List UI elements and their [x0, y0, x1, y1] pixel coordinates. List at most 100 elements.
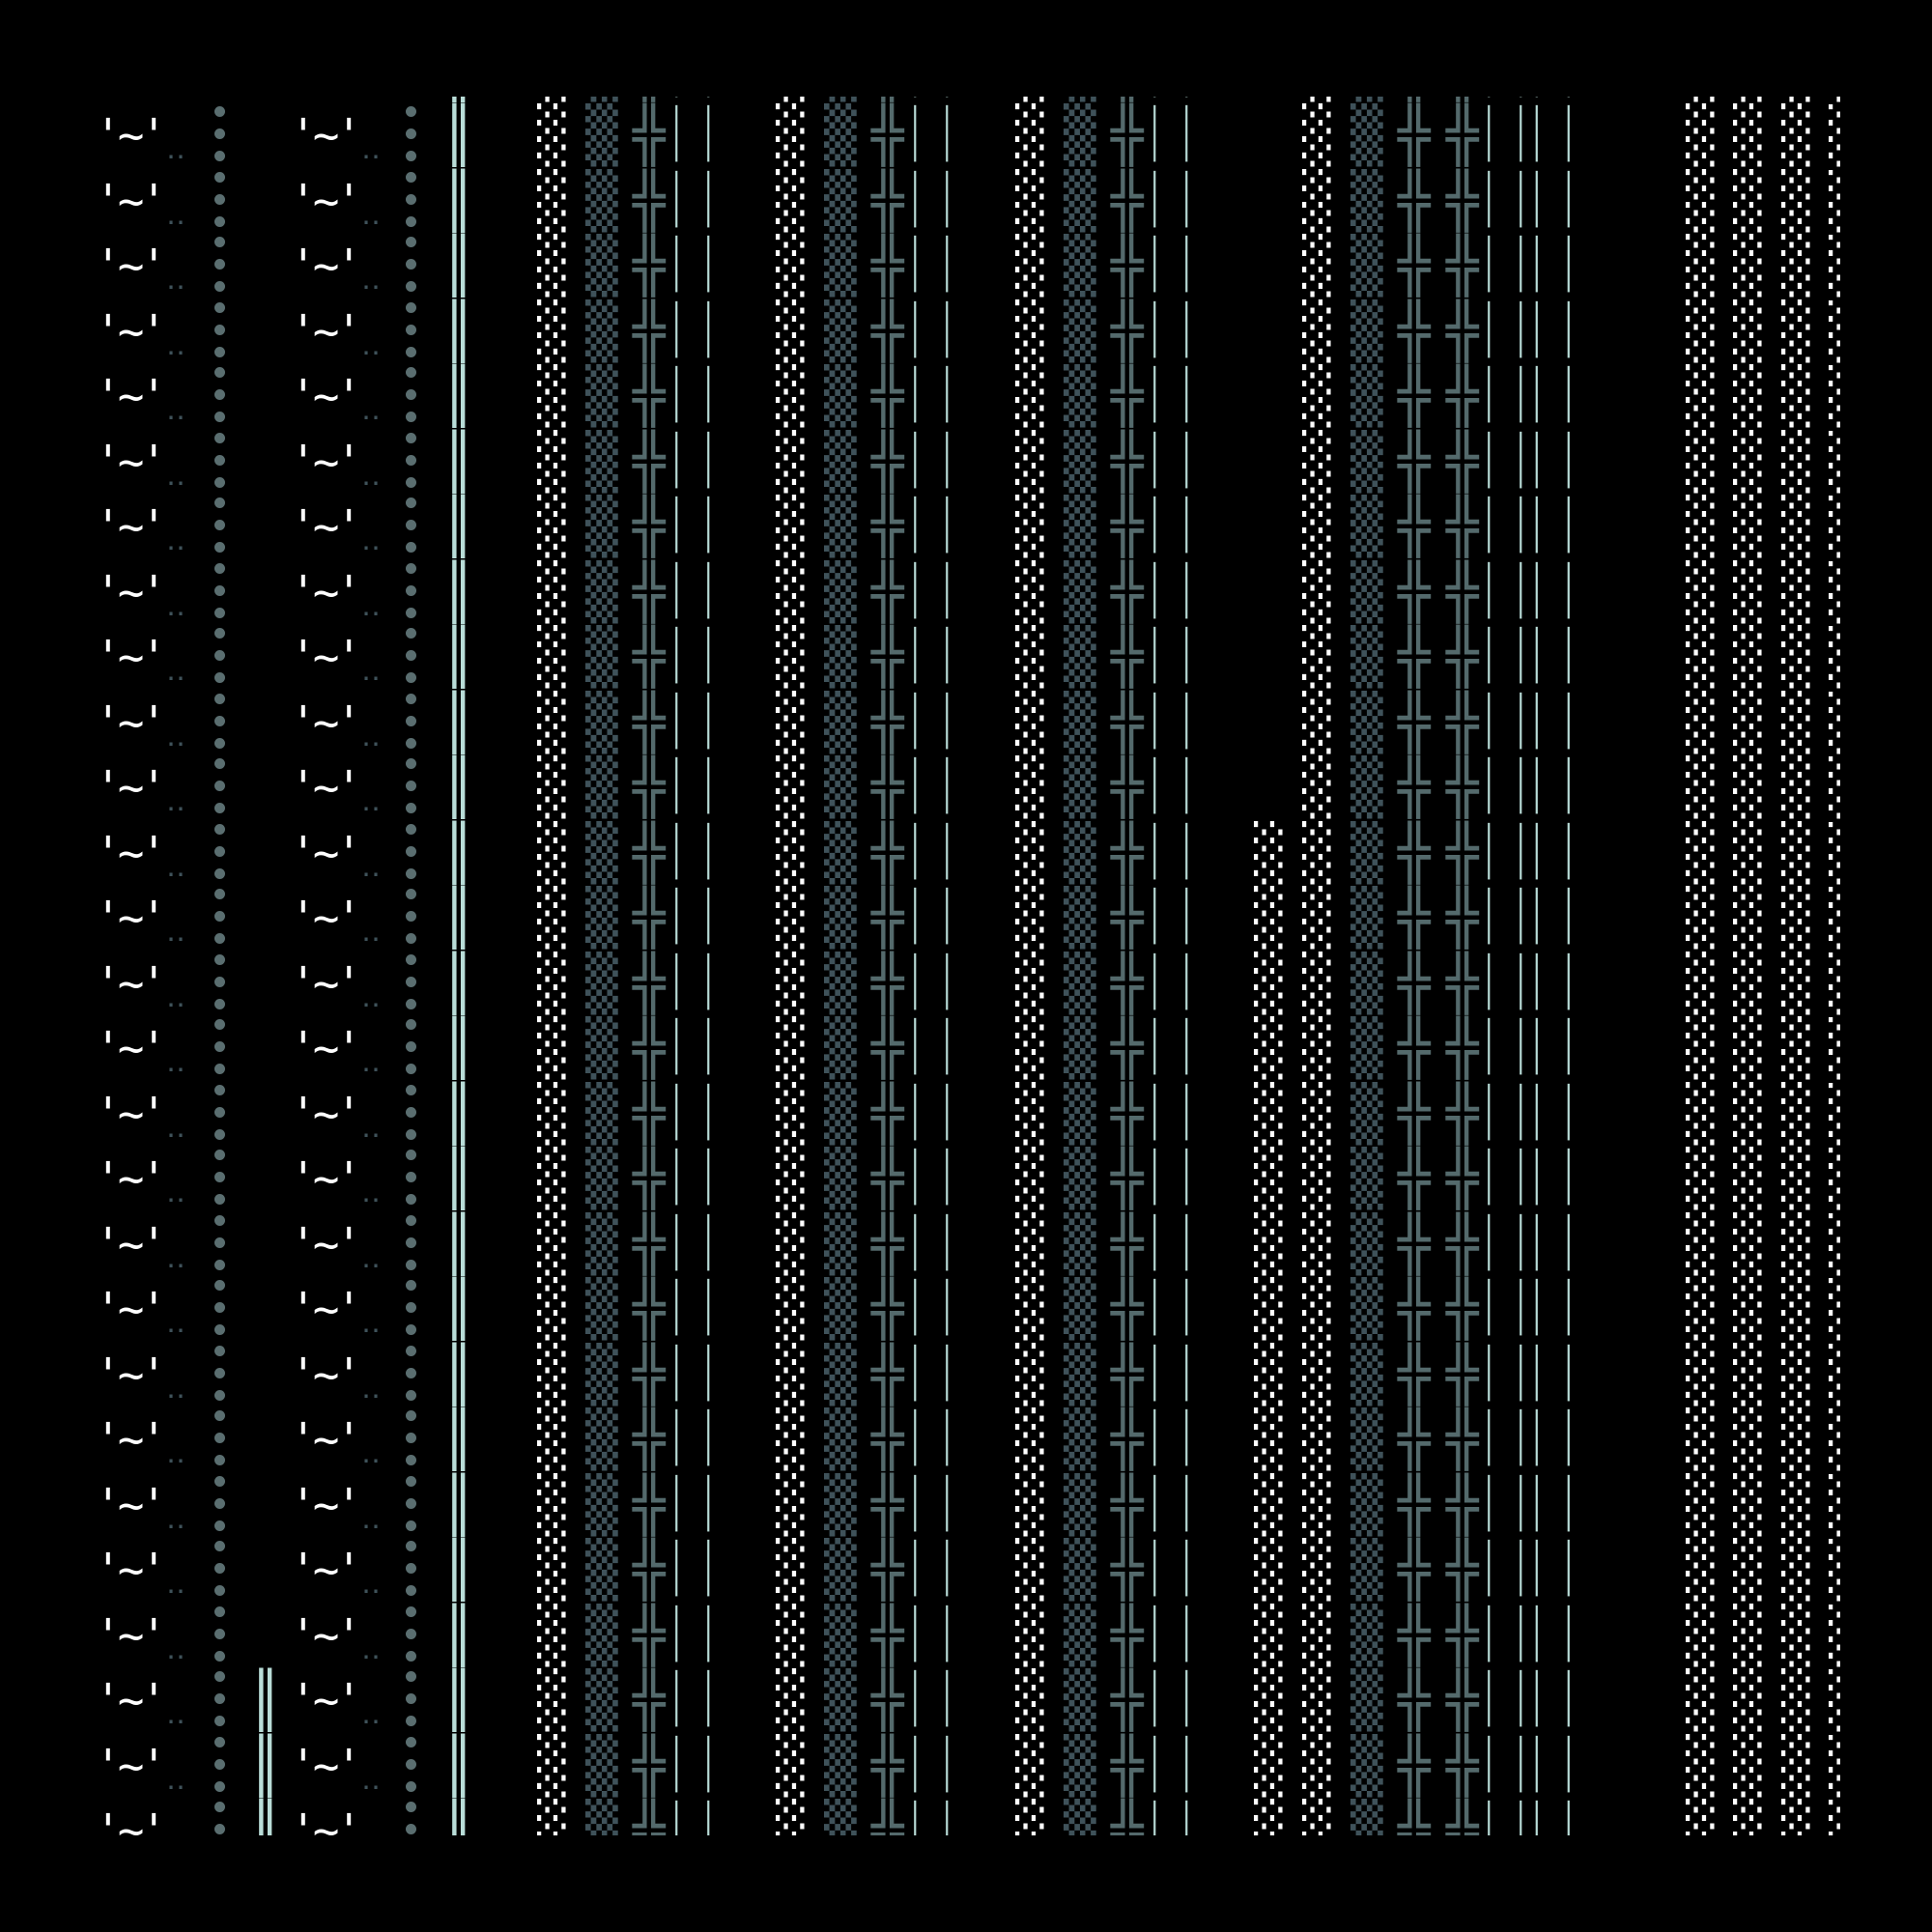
double-cross-glyph: ╬: [633, 691, 666, 754]
light-shade-glyph: ░: [1302, 1669, 1335, 1732]
double-cross-glyph: ╬: [1111, 1017, 1144, 1080]
dot-mark: [406, 1128, 416, 1140]
light-shade-glyph: ░: [1015, 821, 1048, 885]
bar-group-glyph: │ │: [668, 1216, 717, 1271]
light-shade-glyph: ░: [1686, 1082, 1719, 1146]
light-shade-glyph: ░: [1686, 756, 1719, 819]
light-shade-glyph: ░: [1686, 97, 1719, 103]
glyph-row: '~'‥'~'‥║░▒╬│ │░▒╬│ │░▒╬│ │░▒╬╬│ ││ │░░░…: [0, 170, 1932, 235]
light-shade-glyph: ░: [1829, 1017, 1840, 1081]
bar-group-glyph: │ │: [1147, 1086, 1195, 1141]
medium-shade-glyph: ▒: [1350, 104, 1383, 167]
medium-shade-glyph: ▒: [824, 952, 857, 1015]
medium-shade-glyph: ▒: [1350, 496, 1383, 558]
light-shade-glyph: ░: [1829, 1083, 1840, 1147]
dot-mark: [214, 1693, 225, 1704]
light-shade-glyph: ░: [1686, 1148, 1719, 1210]
face-glyph: '~': [290, 240, 362, 292]
triple-dot-glyph: [214, 887, 226, 951]
dot-mark: [406, 412, 416, 422]
dot-mark: [406, 1345, 416, 1356]
dot-mark: [406, 758, 416, 769]
light-shade-glyph: ░: [1686, 365, 1719, 428]
light-shade-glyph: ░: [1686, 1800, 1719, 1835]
dot-mark: [406, 672, 416, 683]
medium-shade-glyph: ▒: [585, 1604, 618, 1667]
medium-shade-glyph: ▒: [1064, 430, 1096, 494]
dot-mark: [214, 1410, 225, 1421]
double-cross-glyph: ╬: [1446, 104, 1479, 167]
glyph-row: '~' ‥ '~' ‥ ║ ░ ▒ ╬ │ │ ░ ▒ ╬ │ │ ░ ▒ ╬ │ │ ░ ░ ▒ ╬ ╬ │ ││ │ ░ ░…: [0, 1083, 1932, 1148]
light-shade-glyph: ░: [1302, 299, 1335, 363]
double-cross-glyph: ╬: [1398, 1148, 1431, 1210]
dot-mark: [406, 128, 416, 139]
dot-mark: [406, 628, 416, 639]
bar-group-glyph: │ │: [1147, 1151, 1195, 1206]
dot-mark: [406, 1802, 416, 1812]
double-bar-glyph: ║: [249, 1734, 282, 1798]
light-shade-glyph: ░: [1781, 169, 1814, 233]
glyph-row: '~' ‥ '~' ‥ ║ ░ ▒ ╬ │ │ ░ ▒ ╬ │ │ ░ ▒ ╬ │ │ ░ ░ ▒ ╬ ╬ │ ││ │ ░ ░…: [0, 1408, 1932, 1473]
dot-mark: [214, 454, 225, 466]
light-shade-glyph: ░: [537, 235, 570, 298]
pair-dots-glyph: ‥: [361, 654, 382, 688]
double-cross-glyph: ╬: [633, 169, 666, 233]
glyph-row: '~'‥'~'‥║░▒╬│ │░▒╬│ │░▒╬│ │░▒╬╬│ ││ │░░░…: [0, 756, 1932, 821]
double-cross-glyph: ╬: [871, 1082, 904, 1146]
light-shade-glyph: ░: [537, 496, 570, 558]
medium-shade-glyph: ▒: [824, 430, 857, 494]
light-shade-glyph: ░: [1015, 626, 1048, 689]
medium-shade-glyph: ▒: [585, 1082, 618, 1146]
glyph-row: '~'‥║'~'‥║░▒╬│ │░▒╬│ │░▒╬│ │░░▒╬╬│ ││ │░…: [0, 1800, 1932, 1835]
face-glyph: '~': [290, 1739, 362, 1792]
dot-mark: [406, 497, 416, 508]
light-shade-glyph: ░: [1302, 1343, 1335, 1406]
light-shade-glyph: ░: [537, 1343, 570, 1406]
medium-shade-glyph: ▒: [1064, 299, 1096, 363]
light-shade-glyph: ░: [1781, 1473, 1814, 1537]
triple-dot-glyph: [214, 1474, 226, 1538]
light-shade-glyph: ░: [1302, 169, 1335, 233]
light-shade-glyph: ░: [1781, 104, 1814, 167]
double-cross-glyph: ╬: [633, 1669, 666, 1732]
glyph-row: '~'‥'~'‥║░▒╬│ │░▒╬│ │░▒╬│ │░▒╬╬│ ││ │░░░…: [0, 235, 1932, 299]
glyph-row: '~'‥'~'‥║░▒╬│ │░▒╬│ │░▒╬│ │░▒╬╬│ ││ │░░░…: [0, 300, 1932, 365]
medium-shade-glyph: ▒: [824, 1343, 857, 1406]
medium-shade-glyph: ▒: [1064, 1017, 1096, 1080]
pair-dots-glyph: ‥: [166, 1110, 186, 1145]
double-cross-glyph: ╬: [633, 1082, 666, 1146]
bar-group-glyph: │ ││ │: [1481, 630, 1577, 684]
light-shade-glyph: ░: [776, 1539, 809, 1602]
dot-mark: [406, 867, 416, 879]
double-cross-glyph: ╬: [1446, 299, 1479, 363]
dot-mark: [406, 889, 416, 899]
double-cross-glyph: ╬: [1111, 1278, 1144, 1341]
bar-group-glyph: │ ││ │: [1481, 695, 1577, 750]
medium-shade-glyph: ▒: [1064, 1473, 1096, 1537]
double-cross-glyph: ╬: [1398, 1800, 1431, 1835]
double-cross-glyph: ╬: [1398, 1408, 1431, 1471]
light-shade-glyph: ░: [1015, 691, 1048, 754]
face-glyph: '~': [95, 174, 167, 227]
light-shade-glyph: ░: [776, 1148, 809, 1210]
medium-shade-glyph: ▒: [1064, 560, 1096, 624]
double-cross-glyph: ╬: [633, 235, 666, 298]
light-shade-glyph: ░: [776, 1669, 809, 1732]
double-cross-glyph: ╬: [871, 1408, 904, 1471]
light-shade-glyph: ░: [1781, 1148, 1814, 1210]
bar-group-glyph: │ │: [668, 825, 717, 880]
dot-mark: [214, 1041, 225, 1052]
light-shade-glyph: ░: [1829, 170, 1840, 234]
bar-group-glyph: │ │: [907, 891, 955, 945]
dot-mark: [214, 1780, 225, 1792]
dot-mark: [214, 823, 225, 835]
light-shade-glyph: ░: [1781, 1017, 1814, 1080]
double-cross-glyph: ╬: [633, 1734, 666, 1798]
bar-group-glyph: │ │: [668, 239, 717, 293]
dot-mark: [214, 953, 225, 965]
double-cross-glyph: ╬: [633, 1800, 666, 1835]
light-shade-glyph: ░: [776, 691, 809, 754]
light-shade-glyph: ░: [776, 560, 809, 624]
medium-shade-glyph: ▒: [585, 299, 618, 363]
triple-dot-glyph: [214, 170, 226, 234]
